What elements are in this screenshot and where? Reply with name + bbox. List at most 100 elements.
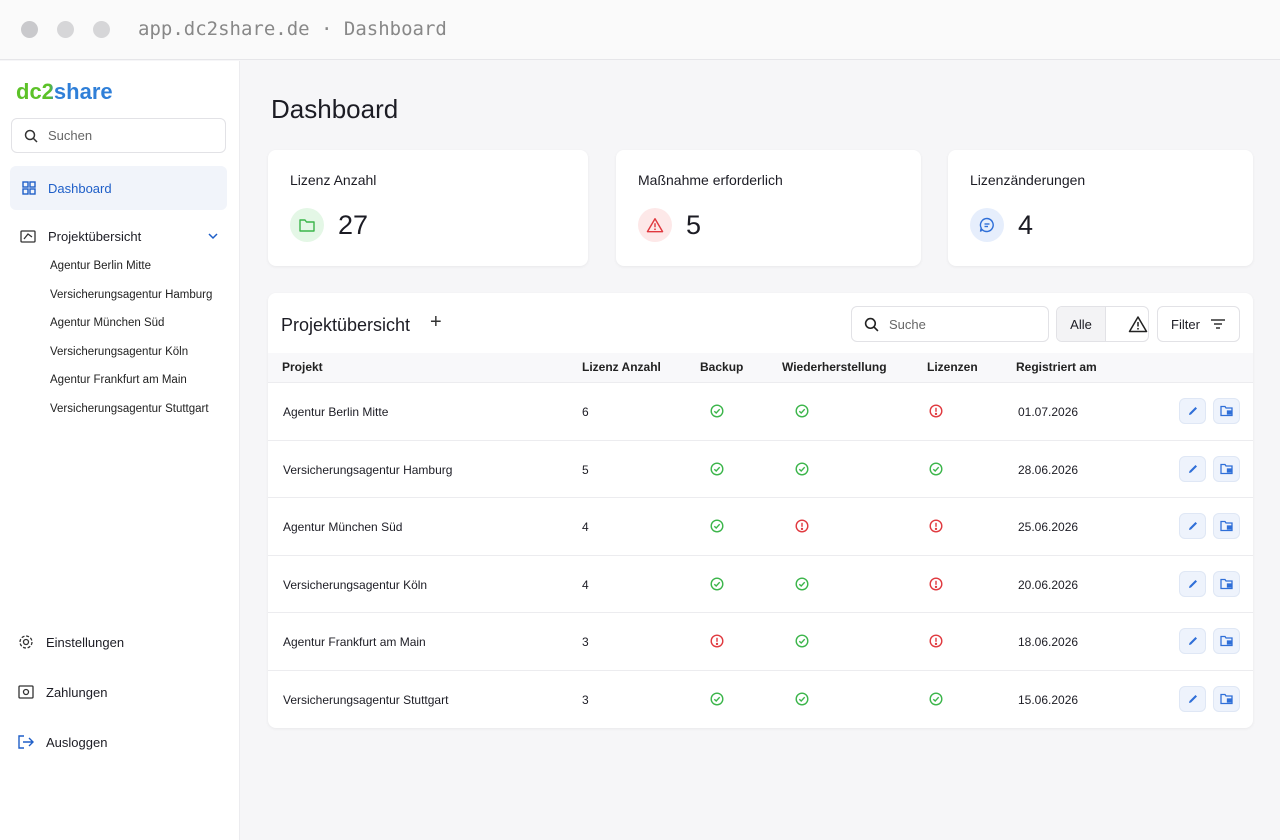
window-dot[interactable] [57, 21, 74, 38]
project-name: Agentur Berlin Mitte [283, 405, 389, 419]
edit-button[interactable] [1179, 628, 1206, 655]
table-row: Agentur Frankfurt am Main 3 18.06.2026 [268, 613, 1253, 671]
nav-item[interactable]: Einstellungen [6, 631, 124, 653]
edit-button[interactable] [1179, 513, 1206, 540]
registered-date: 28.06.2026 [1018, 462, 1079, 477]
pencil-icon [1188, 637, 1197, 646]
project-name: Versicherungsagentur Hamburg [283, 462, 453, 477]
table-search[interactable]: Suche [851, 306, 1049, 342]
address[interactable]: app.dc2share.de · Dashboard [138, 18, 447, 40]
card-icon [638, 208, 672, 242]
status-cell [795, 634, 809, 648]
nav-item[interactable]: Dashboard [10, 166, 227, 210]
folder-icon [1219, 636, 1233, 647]
pencil-icon [1188, 695, 1197, 703]
status-error [929, 634, 943, 648]
folder-icon [1219, 405, 1233, 417]
all-button[interactable]: Alle [1057, 307, 1106, 341]
chat-icon [979, 217, 994, 233]
status-ok [929, 462, 943, 476]
status-error [795, 519, 809, 533]
folder-button[interactable] [1213, 455, 1240, 482]
status-error [929, 519, 943, 533]
status-ok [795, 404, 809, 418]
pencil-icon [1188, 407, 1197, 415]
folder-button[interactable] [1213, 686, 1240, 712]
license-count: 4 [582, 520, 589, 535]
add-button[interactable]: + [430, 311, 442, 333]
card-value: 4 [1018, 210, 1034, 240]
page-title: Dashboard [271, 94, 399, 124]
project-link[interactable]: Versicherungsagentur Hamburg [50, 288, 213, 301]
project-name: Versicherungsagentur Köln [283, 577, 428, 592]
folder-button[interactable] [1213, 628, 1240, 655]
folder-icon [299, 219, 315, 232]
grid-icon [22, 181, 36, 195]
license-count: 6 [582, 405, 589, 419]
project-link[interactable]: Agentur Berlin Mitte [50, 260, 151, 272]
card-label: Maßnahme erforderlich [638, 172, 783, 188]
license-count: 5 [582, 462, 589, 477]
search-icon [864, 317, 879, 331]
folder-icon [1219, 578, 1233, 589]
warning-toggle[interactable] [1128, 315, 1148, 333]
sidebar: dc2share Suchen Dashboard Projektübersic… [0, 61, 240, 840]
nav-label: Dashboard [48, 180, 112, 196]
card-label: Lizenz Anzahl [290, 172, 377, 188]
table-row: Agentur Berlin Mitte 6 01.07.2026 [268, 383, 1253, 441]
nav-item[interactable]: Projektübersicht [8, 224, 218, 248]
column-header: Backup [700, 360, 744, 374]
status-cell [795, 692, 809, 706]
gear-icon [19, 635, 33, 649]
edit-button[interactable] [1179, 570, 1206, 597]
placeholder: Suche [889, 316, 926, 332]
card-icon [290, 208, 324, 242]
registered-date: 20.06.2026 [1018, 577, 1079, 592]
status-ok [795, 692, 809, 706]
window-dot[interactable] [21, 21, 38, 38]
project-link[interactable]: Versicherungsagentur Köln [50, 345, 189, 358]
card-icon [970, 208, 1004, 242]
project-name: Versicherungsagentur Stuttgart [283, 693, 449, 707]
status-cell [929, 462, 943, 476]
folder-button[interactable] [1213, 570, 1240, 597]
toggle-group: Alle [1056, 306, 1149, 342]
edit-button[interactable] [1179, 455, 1206, 482]
table-row: Versicherungsagentur Köln 4 20.06.2026 [268, 556, 1253, 614]
window-dot[interactable] [93, 21, 110, 38]
nav-item[interactable]: Ausloggen [6, 731, 107, 753]
status-cell [929, 634, 943, 648]
project-name: Agentur Frankfurt am Main [283, 635, 426, 650]
card-label: Lizenzänderungen [970, 172, 1086, 188]
project-link[interactable]: Versicherungsagentur Stuttgart [50, 402, 209, 415]
status-cell [795, 404, 809, 418]
placeholder: Suchen [48, 128, 93, 143]
payment-icon [18, 685, 34, 699]
status-cell [710, 404, 724, 418]
nav-item[interactable]: Zahlungen [6, 681, 107, 703]
registered-date: 15.06.2026 [1018, 693, 1079, 707]
status-cell [929, 692, 943, 706]
project-link[interactable]: Agentur Frankfurt am Main [50, 374, 187, 386]
status-cell [710, 577, 724, 591]
edit-button[interactable] [1179, 686, 1206, 712]
pencil-icon [1188, 579, 1197, 588]
edit-button[interactable] [1179, 398, 1206, 424]
status-ok [795, 634, 809, 648]
nav-label: Einstellungen [46, 634, 125, 650]
status-ok [795, 462, 809, 476]
status-cell [929, 519, 943, 533]
status-ok [795, 577, 809, 591]
folder-button[interactable] [1213, 513, 1240, 540]
logout-icon [18, 735, 34, 749]
sidebar-search[interactable]: Suchen [11, 118, 226, 153]
project-link[interactable]: Agentur München Süd [50, 317, 165, 329]
column-header: Projekt [282, 360, 323, 374]
filter-button[interactable]: Filter [1157, 306, 1240, 342]
table-row: Versicherungsagentur Hamburg 5 28.06.2026 [268, 441, 1253, 499]
status-ok [710, 577, 724, 591]
pencil-icon [1188, 464, 1197, 473]
status-ok [710, 404, 724, 418]
folder-button[interactable] [1213, 398, 1240, 424]
